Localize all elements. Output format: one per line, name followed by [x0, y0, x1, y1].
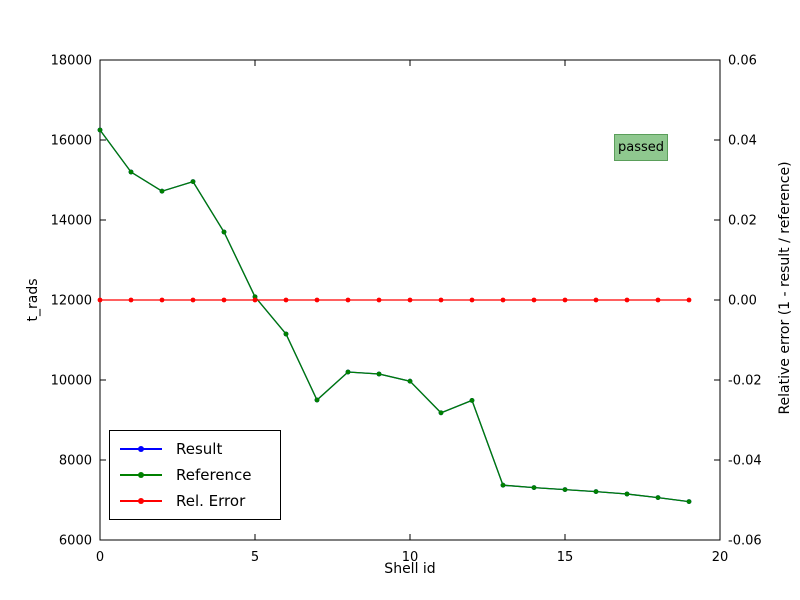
series-marker-reference — [469, 398, 475, 403]
series-marker-rel-error — [593, 297, 599, 303]
legend: Result Reference Rel. Error — [109, 430, 281, 520]
series-marker-reference — [221, 229, 227, 235]
legend-line-sample-result — [120, 446, 162, 452]
series-marker-rel-error — [159, 297, 165, 303]
y-tick-label-left: 14000 — [51, 214, 92, 229]
y-tick-label-right: 0.00 — [728, 294, 757, 309]
series-marker-reference — [686, 499, 692, 504]
y-tick-label-left: 8000 — [59, 454, 92, 469]
legend-marker-result — [138, 446, 144, 452]
series-marker-reference — [531, 485, 537, 490]
series-marker-rel-error — [562, 297, 568, 303]
series-marker-reference — [283, 331, 289, 337]
series-marker-reference — [562, 487, 568, 492]
legend-label-result: Result — [176, 440, 223, 458]
series-marker-reference — [314, 397, 320, 403]
legend-item-result: Result — [120, 440, 270, 458]
series-marker-rel-error — [190, 297, 196, 303]
series-marker-rel-error — [221, 297, 227, 303]
legend-line-sample-rel-error — [120, 498, 162, 504]
series-marker-reference — [345, 369, 351, 375]
series-marker-reference — [624, 491, 630, 497]
series-marker-rel-error — [128, 297, 134, 303]
series-marker-rel-error — [97, 297, 103, 303]
series-marker-reference — [159, 188, 165, 194]
series-marker-rel-error — [376, 297, 382, 303]
series-marker-rel-error — [624, 297, 630, 303]
series-marker-rel-error — [283, 297, 289, 303]
series-marker-rel-error — [438, 297, 444, 303]
series-marker-reference — [655, 495, 661, 500]
series-marker-reference — [190, 179, 196, 185]
series-line-reference — [99, 129, 690, 503]
status-badge: passed — [614, 134, 668, 161]
y-tick-label-right: 0.06 — [728, 54, 757, 69]
series-marker-reference — [407, 378, 413, 384]
legend-marker-reference — [138, 472, 144, 478]
series-marker-rel-error — [469, 297, 475, 303]
series-marker-reference — [376, 371, 382, 377]
legend-label-reference: Reference — [176, 466, 252, 484]
legend-item-rel-error: Rel. Error — [120, 492, 270, 510]
y-tick-label-left: 10000 — [51, 374, 92, 389]
left-y-axis-label: t_rads — [25, 278, 41, 322]
legend-label-rel-error: Rel. Error — [176, 492, 246, 510]
series-marker-rel-error — [407, 297, 413, 303]
series-marker-reference — [500, 482, 506, 488]
series-marker-reference — [128, 169, 134, 175]
y-tick-label-left: 16000 — [51, 134, 92, 149]
series-marker-rel-error — [655, 297, 661, 303]
x-axis-label: Shell id — [384, 561, 436, 577]
y-tick-label-right: 0.02 — [728, 214, 757, 229]
series-marker-reference — [438, 410, 444, 416]
series-marker-rel-error — [252, 297, 258, 303]
series-marker-rel-error — [500, 297, 506, 303]
x-tick-label: 20 — [712, 550, 729, 565]
x-tick-label: 15 — [557, 550, 574, 565]
legend-line-sample-reference — [120, 472, 162, 478]
y-tick-label-left: 6000 — [59, 534, 92, 549]
x-tick-label: 5 — [251, 550, 259, 565]
series-marker-reference — [97, 127, 103, 133]
y-tick-label-left: 12000 — [51, 294, 92, 309]
y-tick-label-right: -0.04 — [728, 454, 762, 469]
y-tick-label-right: -0.02 — [728, 374, 762, 389]
x-tick-label: 10 — [402, 550, 419, 565]
legend-marker-rel-error — [138, 498, 144, 504]
y-tick-label-left: 18000 — [51, 54, 92, 69]
series-marker-rel-error — [531, 297, 537, 303]
legend-item-reference: Reference — [120, 466, 270, 484]
y-tick-label-right: -0.06 — [728, 534, 762, 549]
series-marker-rel-error — [686, 297, 692, 303]
y-tick-label-right: 0.04 — [728, 134, 757, 149]
right-y-axis-label: Relative error (1 - result / reference) — [777, 161, 793, 415]
series-marker-rel-error — [314, 297, 320, 303]
x-tick-label: 0 — [96, 550, 104, 565]
series-marker-reference — [593, 489, 599, 494]
series-marker-rel-error — [345, 297, 351, 303]
